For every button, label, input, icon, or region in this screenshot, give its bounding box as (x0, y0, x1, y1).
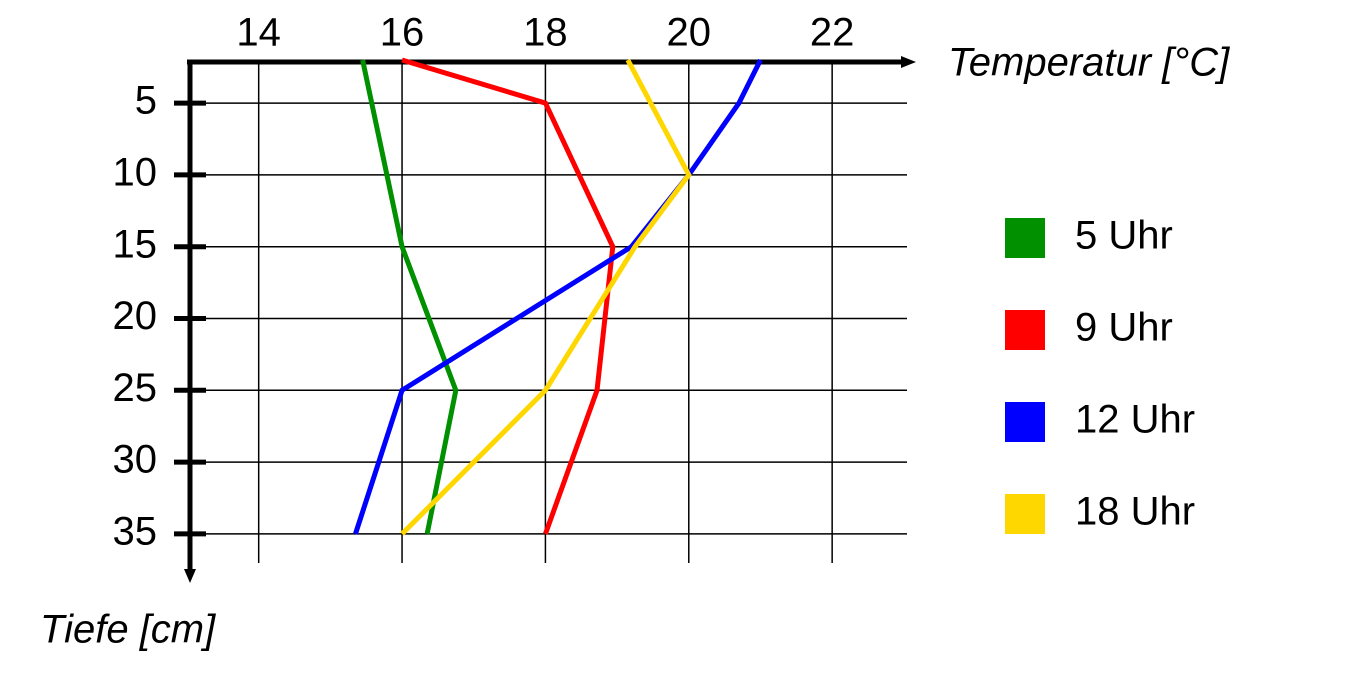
legend-swatch (1005, 218, 1045, 258)
series-line (401, 57, 616, 535)
legend-label: 12 Uhr (1075, 398, 1195, 442)
legend-label: 18 Uhr (1075, 490, 1195, 534)
legend-swatch (1005, 494, 1045, 534)
x-axis-arrow (901, 56, 916, 68)
x-tick-label: 20 (667, 11, 712, 55)
legend-swatch (1005, 402, 1045, 442)
y-tick-label: 20 (113, 294, 158, 338)
y-axis-arrow (184, 569, 196, 583)
y-axis-label: Tiefe [cm] (40, 608, 216, 652)
x-tick-label: 16 (380, 11, 425, 55)
series-line (400, 58, 692, 536)
y-tick-label: 25 (113, 366, 158, 410)
y-tick-label: 30 (113, 438, 158, 482)
y-tick-label: 10 (113, 150, 158, 194)
series-line (360, 59, 459, 535)
x-axis-label: Temperatur [°C] (948, 41, 1230, 85)
legend-swatch (1005, 310, 1045, 350)
legend-label: 5 Uhr (1075, 214, 1173, 258)
y-tick-label: 35 (113, 509, 158, 553)
x-tick-label: 14 (236, 11, 281, 55)
y-tick-label: 15 (113, 222, 158, 266)
legend-label: 9 Uhr (1075, 306, 1173, 350)
x-tick-label: 18 (523, 11, 568, 55)
y-tick-label: 5 (135, 79, 157, 123)
x-tick-label: 22 (810, 11, 855, 55)
